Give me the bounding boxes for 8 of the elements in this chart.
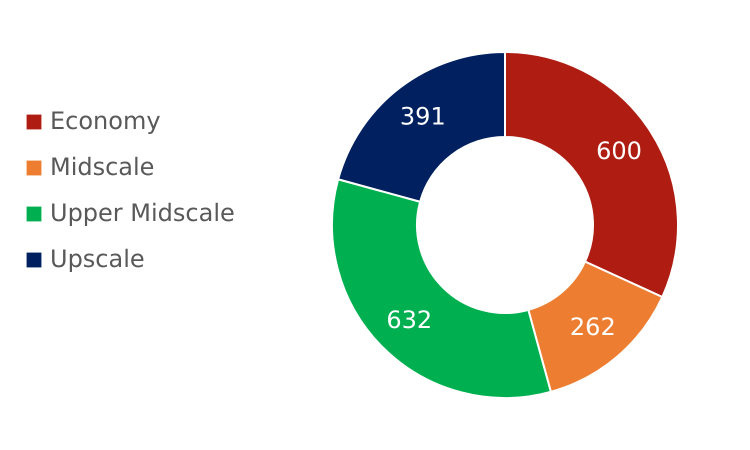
- legend-label: Upscale: [50, 245, 145, 273]
- data-label: 632: [386, 306, 432, 334]
- data-label: 600: [596, 136, 642, 165]
- data-label: 391: [400, 102, 446, 130]
- legend-label: Midscale: [50, 153, 154, 181]
- data-label: 262: [570, 313, 616, 342]
- legend-label: Economy: [50, 107, 161, 135]
- legend-label: Upper Midscale: [50, 199, 235, 227]
